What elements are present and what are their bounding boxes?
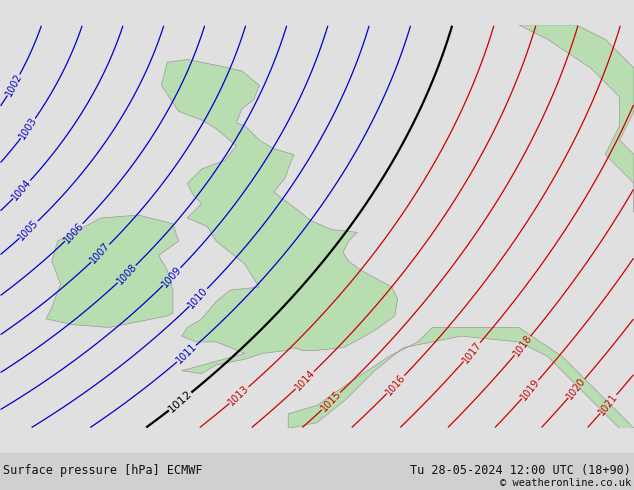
Text: 1007: 1007 <box>88 241 112 266</box>
Text: Surface pressure [hPa] ECMWF: Surface pressure [hPa] ECMWF <box>3 464 203 477</box>
Text: 1009: 1009 <box>160 264 184 289</box>
Polygon shape <box>519 25 634 212</box>
Text: 1003: 1003 <box>17 116 39 142</box>
Polygon shape <box>288 327 634 443</box>
Text: 1012: 1012 <box>166 389 194 415</box>
Text: 1015: 1015 <box>319 389 343 414</box>
Text: 1013: 1013 <box>227 383 251 407</box>
Text: 1010: 1010 <box>186 285 210 310</box>
Text: 1006: 1006 <box>62 220 86 245</box>
Text: 1018: 1018 <box>511 333 534 359</box>
Text: 1016: 1016 <box>384 372 408 397</box>
Text: Tu 28-05-2024 12:00 UTC (18+90): Tu 28-05-2024 12:00 UTC (18+90) <box>410 464 631 477</box>
Text: 1005: 1005 <box>16 218 41 242</box>
Text: 1004: 1004 <box>10 177 34 202</box>
Text: 1011: 1011 <box>174 342 198 366</box>
Text: 1019: 1019 <box>519 377 541 402</box>
Text: 1020: 1020 <box>565 376 588 401</box>
Text: 1014: 1014 <box>293 368 317 392</box>
Polygon shape <box>162 59 398 373</box>
Text: 1021: 1021 <box>597 392 620 417</box>
Text: 1002: 1002 <box>4 72 24 98</box>
Polygon shape <box>46 215 179 327</box>
Text: © weatheronline.co.uk: © weatheronline.co.uk <box>500 478 631 488</box>
Text: 1017: 1017 <box>460 339 483 365</box>
Text: 1008: 1008 <box>115 262 139 287</box>
